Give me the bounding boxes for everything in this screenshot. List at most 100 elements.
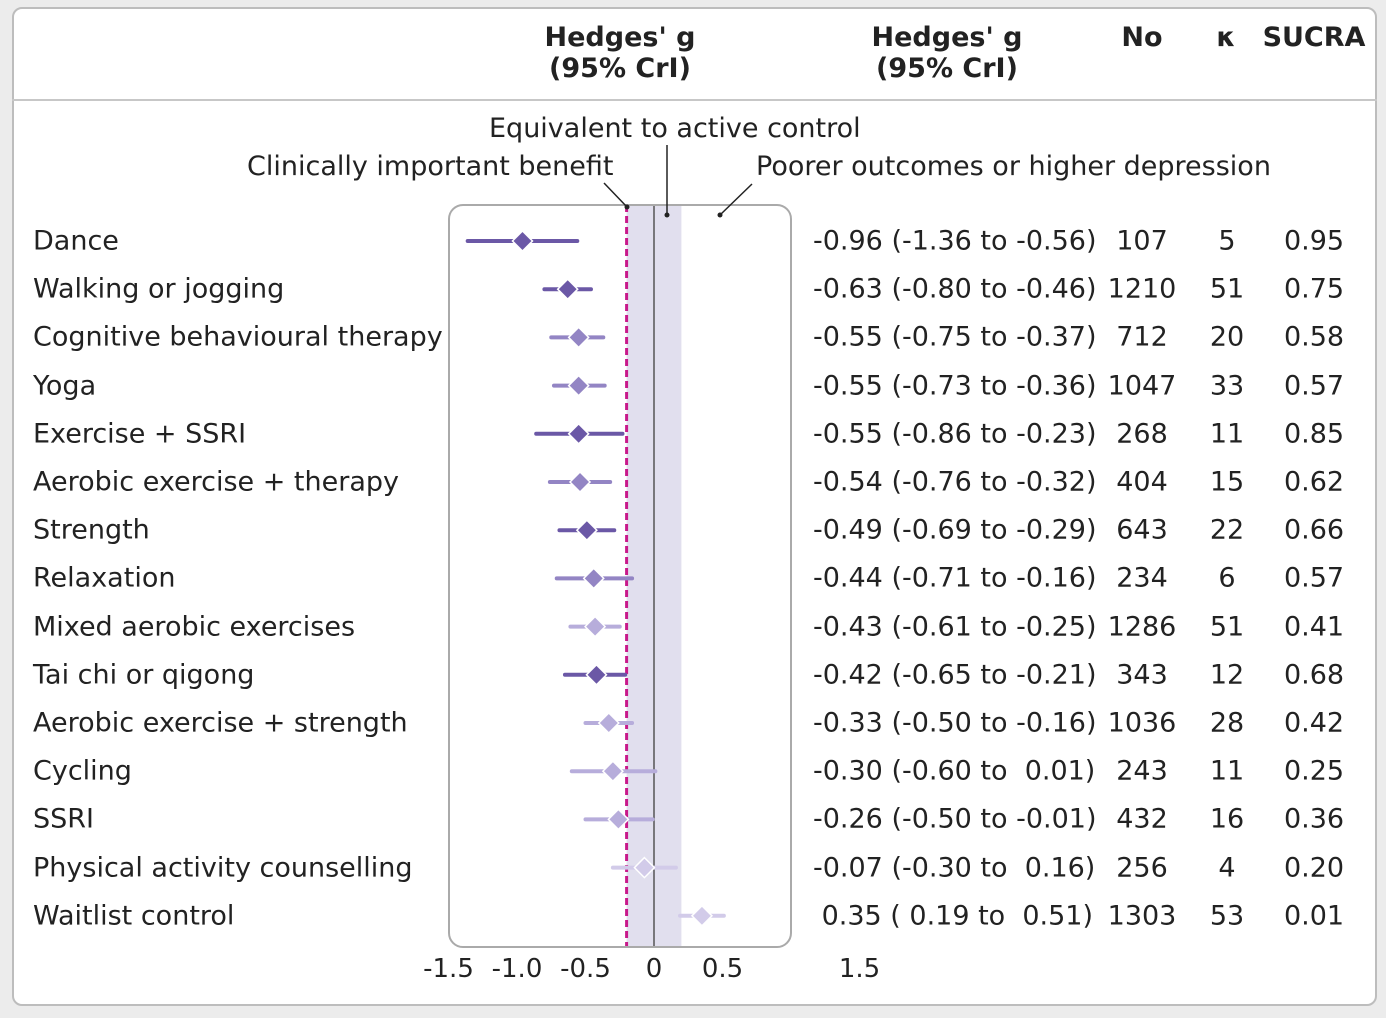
point-estimate-diamond (607, 808, 630, 831)
annotation-equivalent: Equivalent to active control (489, 113, 861, 144)
point-estimate-diamond (575, 519, 598, 542)
header-n: No (1121, 22, 1163, 53)
k-value: 53 (1209, 900, 1245, 932)
sucra-value: 0.75 (1283, 273, 1345, 305)
n-value: 1047 (1107, 370, 1177, 402)
k-value: 5 (1218, 225, 1236, 257)
header-effect-plot-line2: (95% CrI) (549, 53, 691, 84)
sucra-value: 0.41 (1283, 611, 1345, 643)
n-value: 432 (1116, 803, 1168, 835)
ci-text: -0.54 (-0.76 to -0.32) (813, 466, 1097, 498)
row-label: Tai chi or qigong (33, 659, 255, 691)
point-estimate-diamond (597, 711, 620, 735)
n-value: 343 (1116, 659, 1168, 691)
point-estimate-diamond (633, 856, 656, 879)
ci-text: -0.55 (-0.86 to -0.23) (813, 418, 1097, 450)
k-value: 20 (1209, 321, 1245, 353)
ci-text: -0.49 (-0.69 to -0.29) (813, 514, 1097, 546)
n-value: 256 (1116, 852, 1168, 884)
header-effect-text-line2: (95% CrI) (876, 53, 1018, 84)
x-tick-label: -0.5 (560, 954, 611, 984)
sucra-value: 0.62 (1283, 466, 1345, 498)
ci-text: -0.44 (-0.71 to -0.16) (813, 562, 1097, 594)
n-value: 1303 (1107, 900, 1177, 932)
n-value: 712 (1116, 321, 1168, 353)
row-label: Aerobic exercise + strength (33, 707, 408, 739)
n-value: 643 (1116, 514, 1168, 546)
point-estimate-diamond (585, 663, 608, 686)
annotation-benefit: Clinically important benefit (247, 151, 614, 182)
n-value: 107 (1116, 225, 1168, 257)
row-label: Dance (33, 225, 119, 257)
ci-text: -0.42 (-0.65 to -0.21) (813, 659, 1097, 691)
figure-frame (12, 7, 1377, 1006)
x-tick-label: 0 (646, 954, 663, 984)
n-value: 404 (1116, 466, 1168, 498)
k-value: 11 (1209, 755, 1245, 787)
sucra-value: 0.25 (1283, 755, 1345, 787)
point-estimate-diamond (567, 374, 590, 397)
sucra-value: 0.42 (1283, 707, 1345, 739)
k-value: 11 (1209, 418, 1245, 450)
header-k: κ (1216, 22, 1236, 53)
point-estimate-diamond (582, 567, 605, 590)
header-sucra: SUCRA (1262, 22, 1366, 53)
k-value: 28 (1209, 707, 1245, 739)
ci-text: -0.33 (-0.50 to -0.16) (813, 707, 1097, 739)
n-value: 1210 (1107, 273, 1177, 305)
x-tick-label: 0.5 (702, 954, 743, 984)
ci-text: -0.96 (-1.36 to -0.56) (813, 225, 1097, 257)
point-estimate-diamond (690, 904, 714, 927)
x-tick-label: 1.5 (839, 954, 880, 984)
ci-text: -0.63 (-0.80 to -0.46) (813, 273, 1097, 305)
sucra-value: 0.57 (1283, 370, 1345, 402)
n-value: 1036 (1107, 707, 1177, 739)
point-estimate-diamond (568, 470, 592, 494)
n-value: 1286 (1107, 611, 1177, 643)
k-value: 51 (1209, 611, 1245, 643)
row-label: Aerobic exercise + therapy (33, 466, 399, 498)
k-value: 12 (1209, 659, 1245, 691)
n-value: 243 (1116, 755, 1168, 787)
row-label: Walking or jogging (33, 273, 285, 305)
k-value: 33 (1209, 370, 1245, 402)
ci-text: -0.26 (-0.50 to -0.01) (813, 803, 1097, 835)
sucra-value: 0.85 (1283, 418, 1345, 450)
sucra-value: 0.68 (1283, 659, 1345, 691)
row-label: Relaxation (33, 562, 176, 594)
k-value: 51 (1209, 273, 1245, 305)
k-value: 4 (1218, 852, 1236, 884)
sucra-value: 0.20 (1283, 852, 1345, 884)
row-label: Mixed aerobic exercises (33, 611, 356, 643)
row-label: Cycling (33, 755, 132, 787)
poorer-leader-dot (717, 212, 723, 218)
point-estimate-diamond (556, 278, 579, 301)
row-label: Waitlist control (33, 900, 235, 932)
sucra-value: 0.66 (1283, 514, 1345, 546)
equivalent-leader-dot (664, 212, 670, 218)
sucra-value: 0.36 (1283, 803, 1345, 835)
k-value: 15 (1209, 466, 1245, 498)
row-label: SSRI (33, 803, 95, 835)
row-label: Cognitive behavioural therapy (33, 321, 443, 353)
header-effect-plot: Hedges' g (95% CrI) (520, 22, 720, 84)
benefit-leader-dot (624, 204, 630, 210)
ci-text: -0.55 (-0.75 to -0.37) (813, 321, 1097, 353)
sucra-value: 0.01 (1283, 900, 1345, 932)
ci-text: -0.55 (-0.73 to -0.36) (813, 370, 1097, 402)
ci-text: 0.35 ( 0.19 to 0.51) (813, 900, 1094, 932)
header-effect-text-line1: Hedges' g (871, 22, 1023, 53)
ci-text: -0.07 (-0.30 to 0.16) (813, 852, 1096, 884)
sucra-value: 0.95 (1283, 225, 1345, 257)
sucra-value: 0.58 (1283, 321, 1345, 353)
benefit-leader-line (603, 182, 628, 208)
k-value: 22 (1209, 514, 1245, 546)
row-label: Exercise + SSRI (33, 418, 247, 450)
row-label: Physical activity counselling (33, 852, 413, 884)
n-value: 268 (1116, 418, 1168, 450)
header-divider (12, 99, 1377, 101)
ci-text: -0.30 (-0.60 to 0.01) (813, 755, 1096, 787)
point-estimate-diamond (567, 422, 590, 445)
point-estimate-diamond (601, 760, 624, 783)
point-estimate-diamond (511, 229, 534, 253)
